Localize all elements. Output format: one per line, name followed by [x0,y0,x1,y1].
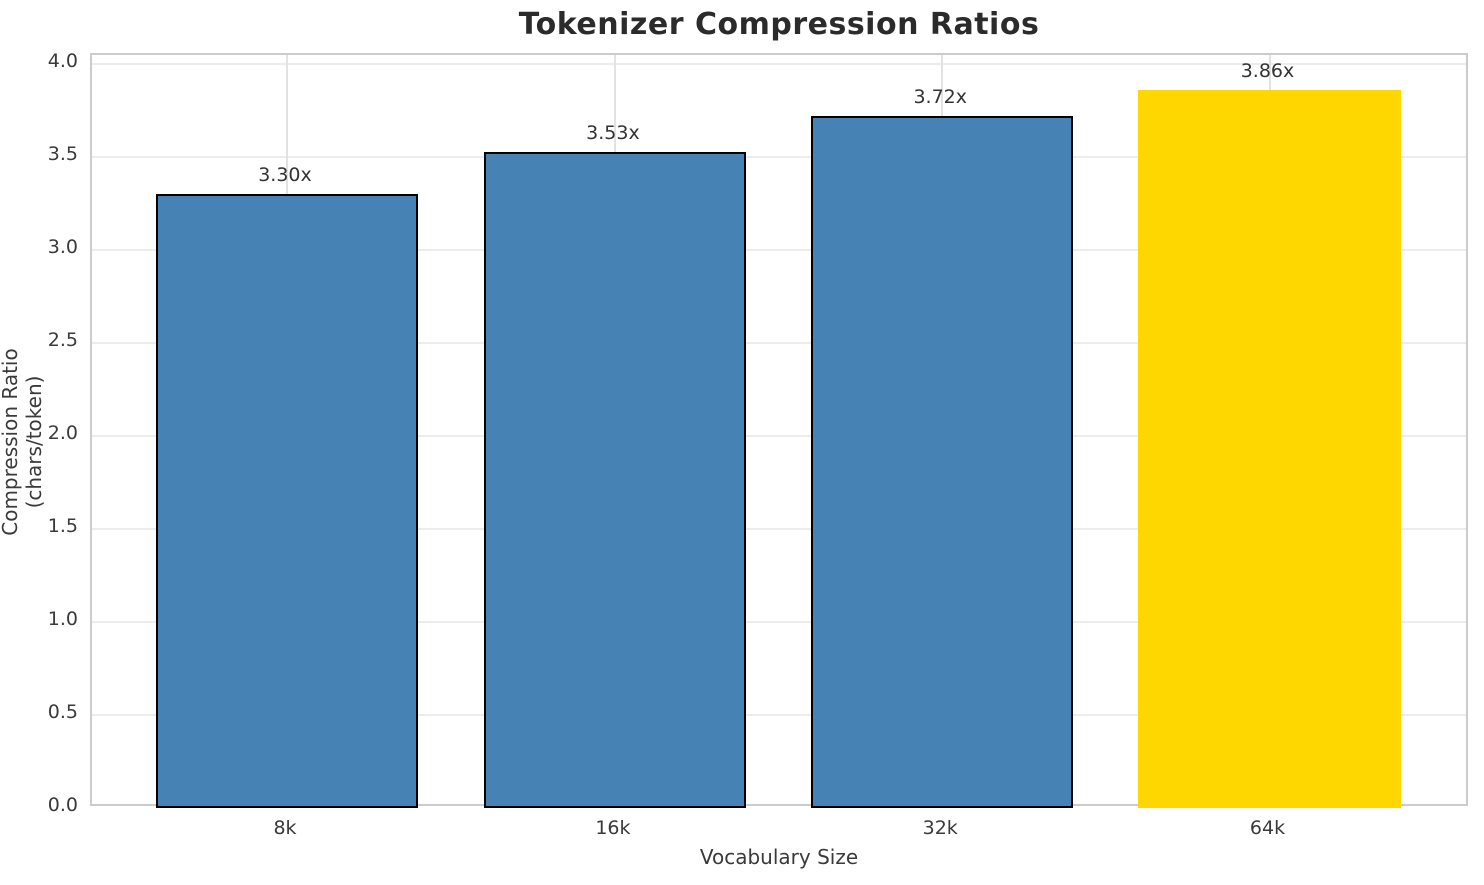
bar-value-label: 3.30x [258,164,312,187]
bar-16k [483,151,747,808]
x-tick-label: 16k [595,817,631,839]
y-tick-label: 0.5 [47,701,78,724]
x-tick-label: 32k [922,817,958,839]
bar-8k [155,194,419,808]
chart-title: Tokenizer Compression Ratios [518,7,1040,42]
bar-64k [1138,90,1401,808]
h-gridline [92,156,1466,159]
bar-value-label: 3.72x [913,86,967,109]
h-gridline [92,342,1466,345]
h-gridline [92,714,1466,717]
h-gridline [92,63,1466,66]
y-tick-label: 1.5 [47,515,78,538]
plot-area [90,53,1468,808]
bar-32k [810,116,1074,808]
x-tick-label: 64k [1249,817,1286,839]
h-gridline [92,249,1466,252]
x-tick-label: 8k [273,817,297,839]
bar-value-label: 3.53x [586,121,640,144]
h-gridline [92,621,1466,624]
x-axis-label: Vocabulary Size [699,845,859,869]
h-gridline [92,435,1466,438]
y-tick-label: 3.0 [47,236,78,259]
bar-value-label: 3.86x [1240,60,1295,83]
y-tick-label: 4.0 [47,50,78,73]
y-tick-label: 2.5 [47,329,78,352]
y-tick-label: 2.0 [47,422,78,445]
y-tick-label: 0.0 [47,794,78,816]
y-tick-label: 3.5 [47,143,78,166]
y-tick-label: 1.0 [47,608,78,631]
h-gridline [92,528,1466,531]
